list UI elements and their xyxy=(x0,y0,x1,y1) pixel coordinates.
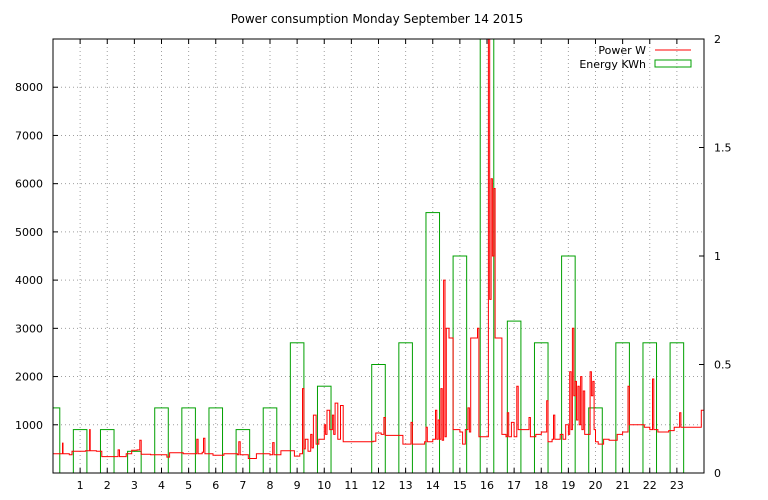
energy-bar xyxy=(371,364,386,474)
y-left-tick-label: 6000 xyxy=(15,178,43,191)
legend-power-label: Power W xyxy=(598,44,646,57)
x-tick-label: 18 xyxy=(534,479,548,492)
x-tick-label: 20 xyxy=(589,479,603,492)
x-tick-label: 10 xyxy=(317,479,331,492)
legend-energy-label: Energy KWh xyxy=(579,58,646,71)
x-tick-label: 4 xyxy=(158,479,165,492)
x-tick-label: 13 xyxy=(399,479,413,492)
axis-ticks: 1 2 3 4 5 6 7 8 9 10 11 12 13 14 15 16 17 18 19 20 21 22 23100… xyxy=(15,33,732,492)
y-left-tick-label: 8000 xyxy=(15,81,43,94)
energy-bar xyxy=(561,255,576,474)
energy-bars xyxy=(52,38,685,474)
x-tick-label: 9 xyxy=(294,479,301,492)
x-tick-label: 11 xyxy=(344,479,358,492)
x-tick-label: 14 xyxy=(426,479,440,492)
energy-bar xyxy=(52,407,61,474)
legend: Power W Energy KWh xyxy=(579,44,692,71)
x-tick-label: 17 xyxy=(507,479,521,492)
energy-bar xyxy=(452,255,468,474)
y-left-tick-label: 2000 xyxy=(15,371,43,384)
y-right-tick-label: 1 xyxy=(714,250,721,263)
y-right-tick-label: 2 xyxy=(714,33,721,46)
y-left-tick-label: 7000 xyxy=(15,129,43,142)
y-left-tick-label: 3000 xyxy=(15,322,43,335)
y-right-tick-label: 0 xyxy=(714,467,721,480)
x-tick-label: 15 xyxy=(453,479,467,492)
y-right-tick-label: 0.5 xyxy=(714,359,732,372)
x-tick-label: 22 xyxy=(643,479,657,492)
grid-lines xyxy=(53,39,704,473)
x-tick-label: 12 xyxy=(372,479,386,492)
legend-energy-swatch xyxy=(654,59,692,68)
x-tick-label: 8 xyxy=(267,479,274,492)
x-tick-label: 7 xyxy=(239,479,246,492)
power-line-group xyxy=(53,38,705,459)
y-left-tick-label: 1000 xyxy=(15,419,43,432)
y-right-tick-label: 1.5 xyxy=(714,142,732,155)
x-tick-label: 2 xyxy=(104,479,111,492)
x-tick-label: 5 xyxy=(185,479,192,492)
chart-title: Power consumption Monday September 14 20… xyxy=(231,12,524,26)
power-line xyxy=(53,38,705,459)
x-tick-label: 16 xyxy=(480,479,494,492)
x-tick-label: 3 xyxy=(131,479,138,492)
x-tick-label: 19 xyxy=(561,479,575,492)
x-tick-label: 1 xyxy=(77,479,84,492)
y-left-tick-label: 5000 xyxy=(15,226,43,239)
y-left-tick-label: 4000 xyxy=(15,274,43,287)
x-tick-label: 23 xyxy=(670,479,684,492)
x-tick-label: 21 xyxy=(616,479,630,492)
x-tick-label: 6 xyxy=(212,479,219,492)
